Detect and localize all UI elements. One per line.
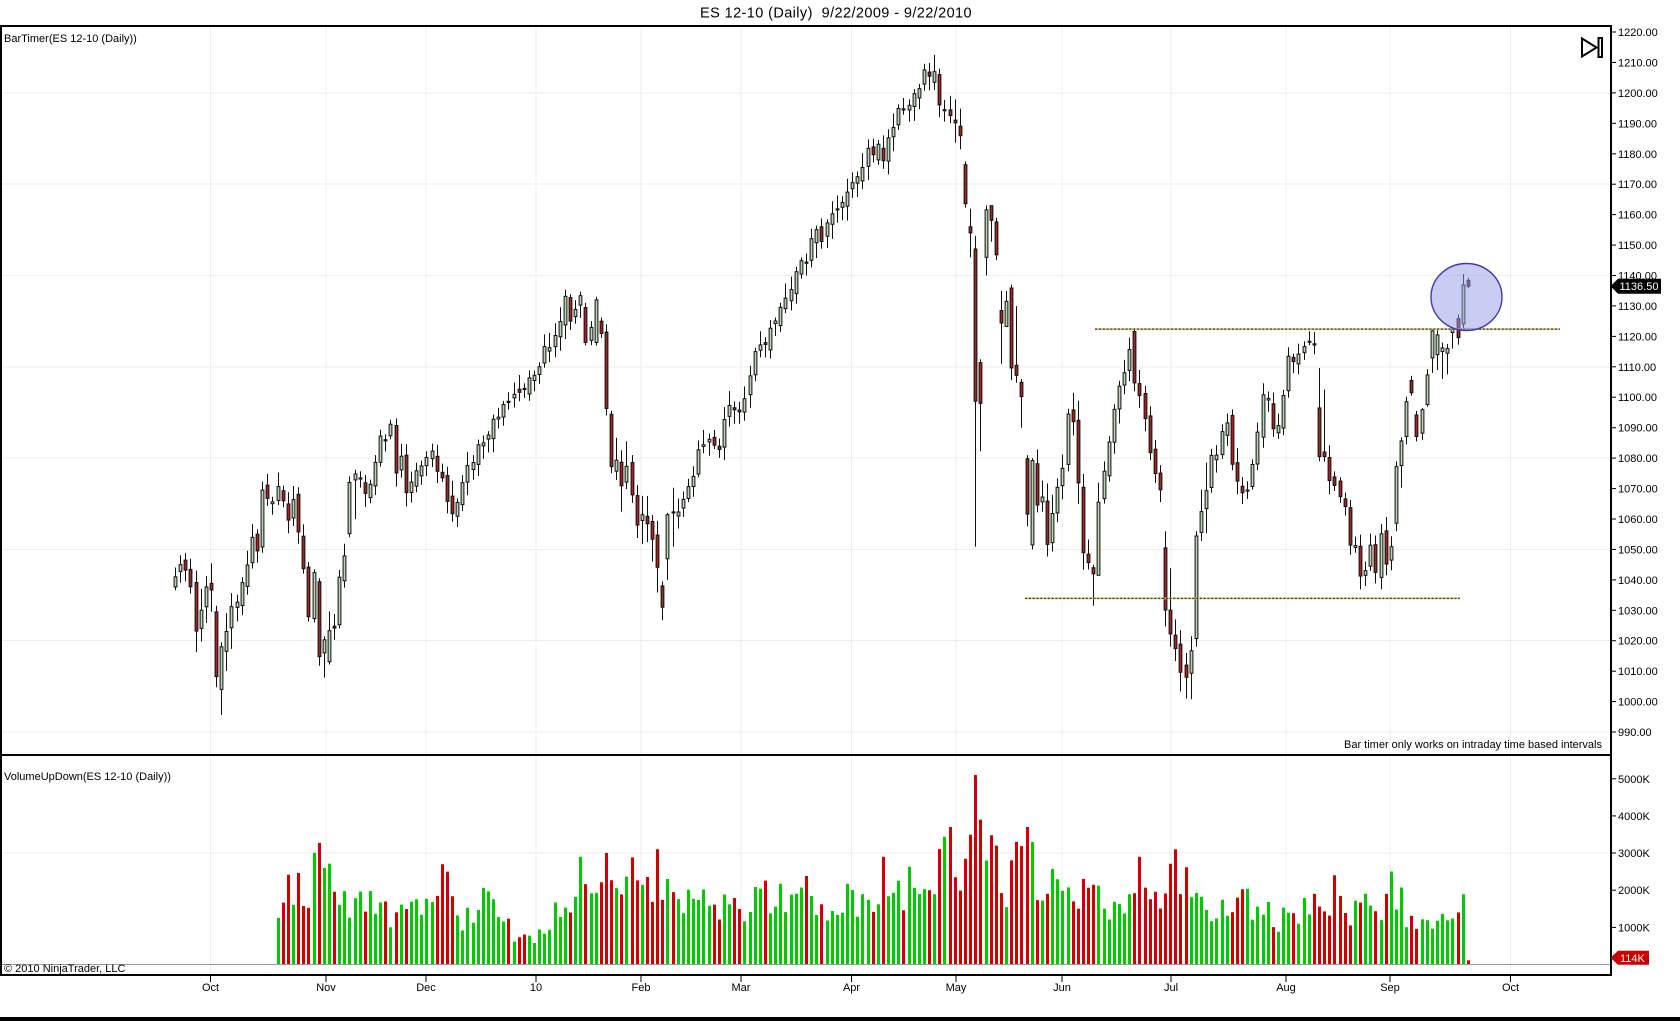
svg-text:Oct: Oct <box>202 982 219 994</box>
svg-text:Mar: Mar <box>732 982 751 994</box>
svg-text:1160.00: 1160.00 <box>1618 210 1657 222</box>
svg-text:1170.00: 1170.00 <box>1618 179 1657 191</box>
svg-text:Oct: Oct <box>1502 982 1519 994</box>
svg-text:1080.00: 1080.00 <box>1618 453 1658 465</box>
svg-text:1190.00: 1190.00 <box>1618 118 1657 130</box>
svg-text:1040.00: 1040.00 <box>1618 575 1658 587</box>
svg-text:5000K: 5000K <box>1618 774 1650 786</box>
svg-text:1090.00: 1090.00 <box>1618 423 1658 435</box>
svg-text:2000K: 2000K <box>1618 885 1650 897</box>
svg-text:BarTimer(ES 12-10 (Daily)): BarTimer(ES 12-10 (Daily)) <box>4 33 137 45</box>
svg-text:1210.00: 1210.00 <box>1618 58 1658 70</box>
svg-text:1030.00: 1030.00 <box>1618 605 1658 617</box>
svg-text:1100.00: 1100.00 <box>1618 392 1657 404</box>
svg-text:Dec: Dec <box>416 982 436 994</box>
svg-text:1020.00: 1020.00 <box>1618 636 1658 648</box>
svg-text:Jul: Jul <box>1164 982 1178 994</box>
svg-text:4000K: 4000K <box>1618 811 1650 823</box>
svg-text:ES 12-10 (Daily) 9/22/2009 -: ES 12-10 (Daily) 9/22/2009 - 9/22/2010 <box>700 6 972 22</box>
svg-text:1000K: 1000K <box>1618 922 1650 934</box>
svg-text:1220.00: 1220.00 <box>1618 27 1658 39</box>
svg-text:Jun: Jun <box>1053 982 1071 994</box>
svg-text:Sep: Sep <box>1380 982 1400 994</box>
svg-text:Apr: Apr <box>843 982 860 994</box>
svg-text:1130.00: 1130.00 <box>1618 301 1657 313</box>
svg-text:1136.50: 1136.50 <box>1620 281 1659 293</box>
svg-text:1150.00: 1150.00 <box>1618 240 1657 252</box>
svg-text:VolumeUpDown(ES 12-10 (Daily)): VolumeUpDown(ES 12-10 (Daily)) <box>4 771 171 783</box>
svg-text:10: 10 <box>530 982 542 994</box>
svg-text:1010.00: 1010.00 <box>1618 666 1658 678</box>
svg-text:1110.00: 1110.00 <box>1618 362 1656 374</box>
svg-text:May: May <box>946 982 967 994</box>
svg-text:114K: 114K <box>1620 953 1646 965</box>
svg-text:© 2010 NinjaTrader, LLC: © 2010 NinjaTrader, LLC <box>4 963 125 975</box>
svg-text:1200.00: 1200.00 <box>1618 88 1658 100</box>
svg-text:1120.00: 1120.00 <box>1618 331 1657 343</box>
svg-text:1070.00: 1070.00 <box>1618 484 1658 496</box>
svg-text:1060.00: 1060.00 <box>1618 514 1658 526</box>
svg-text:1000.00: 1000.00 <box>1618 697 1658 709</box>
svg-text:1180.00: 1180.00 <box>1618 149 1657 161</box>
svg-text:Bar timer only works on intrad: Bar timer only works on intraday time ba… <box>1344 739 1602 751</box>
svg-text:Aug: Aug <box>1276 982 1296 994</box>
svg-text:Nov: Nov <box>316 982 336 994</box>
svg-text:3000K: 3000K <box>1618 848 1650 860</box>
svg-text:1050.00: 1050.00 <box>1618 544 1658 556</box>
svg-text:990.00: 990.00 <box>1618 727 1652 739</box>
svg-text:Feb: Feb <box>632 982 651 994</box>
